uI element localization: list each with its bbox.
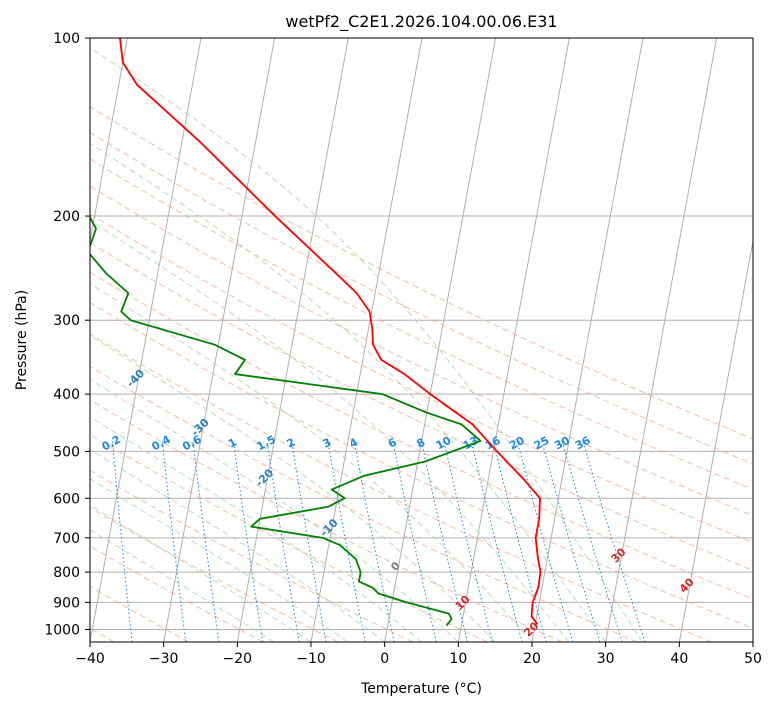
- dry-adiabat-17: [90, 106, 753, 440]
- mixing-ratio-line-11: [443, 440, 493, 642]
- moist-adiabat-0: [90, 529, 275, 642]
- y-tick-label-6: 700: [53, 531, 80, 547]
- dry-adiabat-12: [90, 242, 753, 572]
- y-tick-label-9: 1000: [44, 622, 80, 638]
- isotherm-gridline-16: [531, 38, 644, 642]
- moist-adiabat-9: [90, 142, 607, 642]
- x-tick-label-0: −40: [75, 651, 105, 667]
- mixing-ratio-line-13: [492, 440, 547, 642]
- mixing-ratio-line-12: [470, 440, 523, 642]
- mixing-ratio-line-3: [192, 440, 220, 642]
- x-tick-label-2: −20: [223, 651, 253, 667]
- mixing-ratio-line-2: [161, 440, 187, 642]
- mixing-ratio-label-13: 16: [483, 434, 503, 453]
- mixing-ratio-label-16: 30: [552, 434, 572, 453]
- y-tick-label-2: 300: [53, 313, 80, 329]
- dry-adiabat-16: [90, 131, 753, 465]
- x-tick-label-3: −10: [296, 651, 326, 667]
- x-tick-label-8: 40: [670, 651, 688, 667]
- isotherm-gridline-14: [384, 38, 497, 642]
- dry-adiabat-13: [90, 213, 753, 544]
- mixing-ratio-label-14: 20: [507, 434, 527, 453]
- series-line-temperature: [119, 38, 542, 625]
- x-tick-label-4: 0: [380, 651, 389, 667]
- isotherm-gridline-11: [163, 38, 276, 642]
- isotherm-gridline-17: [605, 38, 718, 642]
- mixing-ratio-line-10: [420, 440, 468, 642]
- dry-adiabat-8: [90, 365, 638, 642]
- x-tick-label-7: 30: [597, 651, 615, 667]
- y-tick-label-1: 200: [53, 209, 80, 225]
- moist-adiabat-1: [90, 504, 312, 642]
- y-tick-label-3: 400: [53, 387, 80, 403]
- dry-adiabat-10: [90, 302, 753, 630]
- x-tick-label-5: 10: [449, 651, 467, 667]
- x-tick-label-1: −30: [149, 651, 179, 667]
- x-axis-label: Temperature (°C): [360, 681, 482, 697]
- y-tick-label-0: 100: [53, 31, 80, 47]
- y-tick-label-8: 900: [53, 595, 80, 611]
- x-tick-label-9: 50: [744, 651, 762, 667]
- isotherm-gridline-12: [236, 38, 349, 642]
- moist-adiabat-2: [90, 478, 349, 642]
- y-tick-label-7: 800: [53, 565, 80, 581]
- mixing-ratio-line-14: [516, 440, 574, 642]
- chart-title: wetPf2_C2E1.2026.104.00.06.E31: [285, 12, 557, 32]
- plot-area: 0.10.20.40.611.52346810131620253036-100-…: [90, 38, 753, 642]
- series-line-dewpoint: [90, 215, 482, 627]
- moist-adiabat-6: [90, 335, 496, 642]
- mixing-ratio-line-15: [541, 440, 601, 642]
- mixing-ratio-label-17: 36: [573, 434, 593, 453]
- isotherm-gridline-9: [90, 38, 128, 244]
- y-tick-label-4: 500: [53, 444, 80, 460]
- axis-ticks: −40 −30 −20 −10 0 10 20 30 40 50 100 200 300 400 500 60…: [44, 31, 762, 667]
- y-tick-label-5: 600: [53, 491, 80, 507]
- mixing-ratio-label-15: 25: [532, 434, 552, 453]
- dry-adiabat-5: [90, 469, 414, 642]
- background-lines: [90, 38, 753, 642]
- dry-adiabat-11: [90, 271, 753, 600]
- y-axis-label: Pressure (hPa): [14, 290, 30, 390]
- mixing-ratio-line-4: [232, 440, 264, 642]
- dry-adiabat-9: [90, 333, 712, 642]
- mixing-ratio-line-16: [561, 440, 623, 642]
- isotherm-gridline-15: [457, 38, 570, 642]
- isotherm-gridline-18: [678, 238, 753, 642]
- moist-adiabat-8: [90, 219, 570, 642]
- mixing-ratio-label-11: 10: [434, 434, 454, 453]
- mixing-ratio-line-1: [111, 440, 133, 642]
- sounding-series: [90, 38, 542, 627]
- mixing-ratio-label-12: 13: [461, 434, 481, 453]
- moist-adiabat-10: [90, 47, 643, 642]
- x-tick-label-6: 20: [523, 651, 541, 667]
- plot-frame: [89, 37, 754, 643]
